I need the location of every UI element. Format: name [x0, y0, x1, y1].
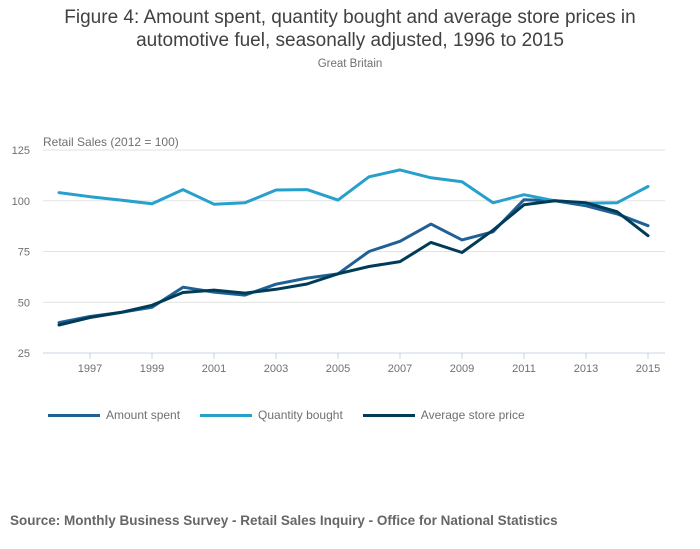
- x-tick-label: 2003: [264, 363, 288, 375]
- x-tick-label: 2005: [326, 363, 350, 375]
- y-axis-ticks: 25 50 75 100 125: [12, 145, 30, 360]
- x-tick-label: 1999: [140, 363, 164, 375]
- legend-item-amount-spent[interactable]: Amount spent: [48, 408, 180, 422]
- series-lines: [57, 168, 650, 327]
- legend-swatch-amount-spent: [48, 413, 100, 417]
- x-tick-label: 2009: [450, 363, 474, 375]
- legend-item-average-store-price[interactable]: Average store price: [362, 408, 525, 422]
- y-tick-label: 125: [12, 145, 30, 157]
- source-note: Source: Monthly Business Survey - Retail…: [10, 513, 558, 528]
- y-tick-label: 50: [18, 297, 30, 309]
- chart-title: Figure 4: Amount spent, quantity bought …: [0, 6, 700, 52]
- chart-title-line-1: Figure 4: Amount spent, quantity bought …: [64, 7, 636, 28]
- y-tick-label: 100: [12, 196, 30, 208]
- series-line-quantity-bought[interactable]: [57, 168, 650, 206]
- x-tick-label: 1997: [78, 363, 102, 375]
- chart-title-line-2: automotive fuel, seasonally adjusted, 19…: [136, 30, 564, 51]
- series-line-amount-spent[interactable]: [57, 198, 650, 325]
- x-tick-label: 2011: [512, 363, 536, 375]
- y-tick-label: 25: [18, 348, 30, 360]
- y-tick-label: 75: [18, 247, 30, 259]
- legend-label: Quantity bought: [258, 408, 343, 422]
- legend-item-quantity-bought[interactable]: Quantity bought: [200, 408, 343, 422]
- x-tick-label: 2007: [388, 363, 412, 375]
- series-line-average-store-price[interactable]: [57, 199, 650, 327]
- legend: Amount spent Quantity bought Average sto…: [48, 408, 545, 422]
- legend-label: Amount spent: [106, 408, 181, 422]
- y-axis-label: Retail Sales (2012 = 100): [43, 135, 179, 149]
- x-tick-label: 2001: [202, 363, 226, 375]
- x-tick-label: 2013: [574, 363, 598, 375]
- legend-label: Average store price: [420, 408, 525, 422]
- gridlines: [43, 149, 665, 303]
- x-tick-label: 2015: [636, 363, 660, 375]
- legend-swatch-average-store-price: [362, 413, 415, 417]
- legend-swatch-quantity-bought: [200, 413, 253, 417]
- chart-subtitle: Great Britain: [317, 58, 383, 70]
- x-axis: 1997 1999 2001 2003 2005 2007 2009 2011 2013 2015: [43, 352, 665, 375]
